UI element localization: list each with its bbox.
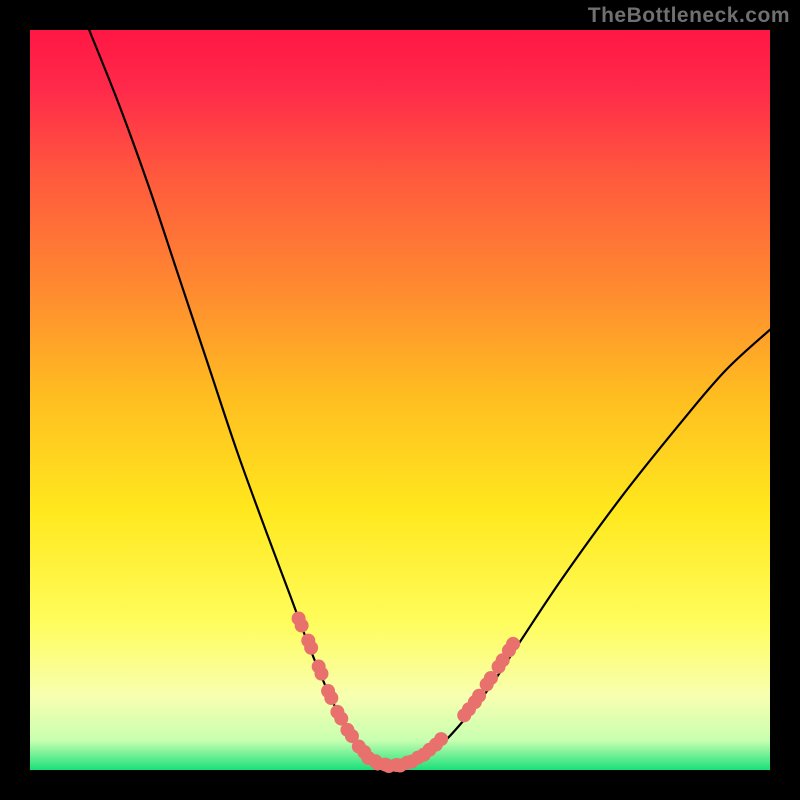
chart-frame: TheBottleneck.com — [0, 0, 800, 800]
bottleneck-curve-right — [385, 330, 770, 767]
marker-point — [292, 611, 309, 632]
marker-point — [480, 671, 498, 691]
marker-point — [312, 660, 329, 681]
curve-layer — [30, 30, 770, 770]
marker-point — [502, 637, 520, 658]
marker-point — [330, 705, 348, 726]
bottleneck-curve-left — [89, 30, 385, 766]
marker-point — [429, 732, 448, 752]
marker-point — [321, 684, 338, 705]
plot-area — [30, 30, 770, 770]
marker-point — [301, 634, 318, 655]
marker-point — [468, 689, 486, 709]
watermark-label: TheBottleneck.com — [588, 4, 790, 28]
